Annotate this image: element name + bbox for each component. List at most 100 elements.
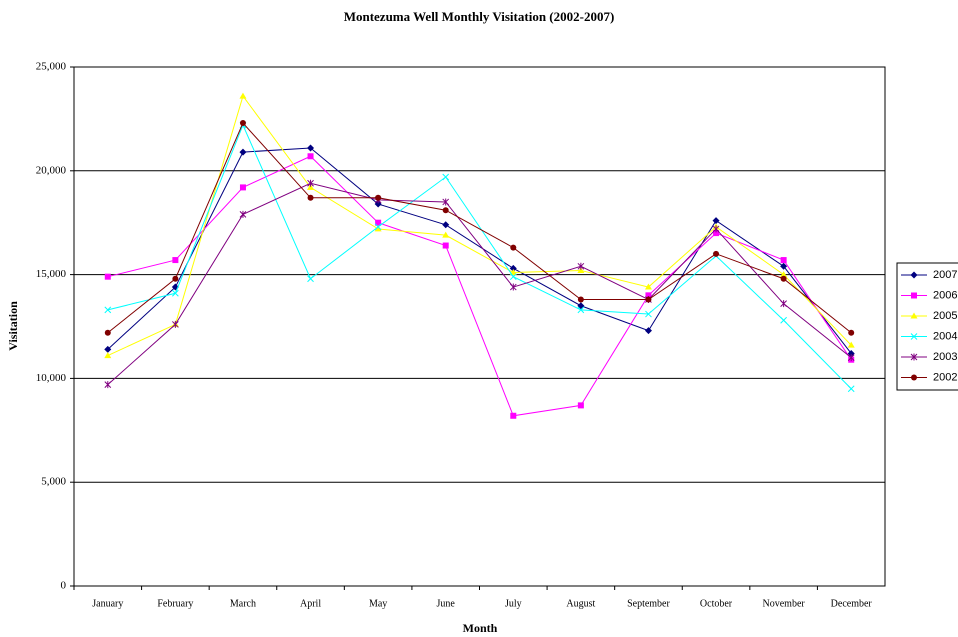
marker: [911, 292, 917, 299]
marker: [442, 231, 450, 238]
marker: [239, 210, 247, 218]
marker: [847, 354, 855, 362]
marker: [104, 381, 112, 389]
marker: [577, 402, 584, 409]
marker: [172, 275, 179, 282]
marker: [645, 310, 652, 318]
marker: [780, 262, 788, 270]
x-tick-label: November: [763, 598, 806, 609]
y-tick-label: 20,000: [36, 164, 67, 176]
y-tick-label: 10,000: [36, 372, 67, 384]
marker: [307, 183, 315, 190]
series-line: [107, 182, 852, 386]
marker: [172, 289, 179, 297]
marker: [374, 225, 382, 232]
marker: [307, 153, 314, 160]
marker: [104, 329, 111, 336]
x-tick-label: March: [230, 598, 256, 609]
marker: [645, 296, 652, 303]
marker: [910, 333, 918, 340]
y-axis-title: Visitation: [6, 301, 20, 351]
marker: [104, 273, 111, 280]
marker: [442, 207, 449, 214]
x-tick-label: June: [437, 598, 456, 609]
marker: [848, 329, 855, 336]
legend-label: 2005: [933, 310, 957, 322]
x-tick-label: April: [300, 598, 321, 609]
marker: [712, 225, 720, 233]
marker: [910, 312, 918, 319]
marker: [307, 194, 314, 201]
legend-label: 2007: [933, 269, 957, 281]
legend-label: 2003: [933, 351, 957, 363]
marker: [307, 179, 314, 187]
marker: [577, 296, 584, 303]
marker: [510, 412, 517, 419]
marker: [713, 250, 720, 257]
marker: [307, 144, 315, 152]
marker: [780, 300, 787, 308]
marker: [307, 275, 314, 283]
marker: [172, 257, 179, 264]
marker: [172, 320, 179, 328]
marker: [644, 327, 652, 335]
series-line: [107, 123, 852, 390]
marker: [239, 92, 247, 99]
marker: [780, 257, 787, 264]
marker: [780, 275, 787, 282]
marker: [910, 271, 918, 279]
marker: [847, 385, 855, 393]
marker: [847, 341, 855, 348]
marker: [780, 316, 787, 324]
y-tick-label: 0: [61, 580, 67, 592]
legend-label: 2006: [933, 289, 957, 301]
marker: [645, 292, 652, 299]
marker: [509, 264, 517, 272]
marker: [644, 283, 652, 290]
marker: [239, 184, 246, 191]
x-tick-label: February: [157, 598, 193, 609]
x-tick-label: July: [505, 598, 522, 609]
chart-title: Montezuma Well Monthly Visitation (2002-…: [344, 9, 615, 24]
marker: [911, 374, 917, 381]
marker: [442, 242, 449, 249]
marker: [910, 353, 918, 361]
marker: [104, 345, 112, 353]
x-tick-label: October: [700, 598, 733, 609]
marker: [577, 266, 585, 273]
y-tick-label: 5,000: [41, 476, 66, 488]
series-line: [107, 94, 852, 357]
plot-border: [73, 66, 886, 587]
marker: [577, 262, 585, 270]
marker: [239, 148, 247, 156]
legend-label: 2002: [933, 371, 957, 383]
series-line: [107, 147, 852, 354]
x-tick-label: December: [831, 598, 873, 609]
x-tick-label: August: [566, 598, 595, 609]
marker: [442, 221, 450, 229]
marker: [780, 271, 788, 278]
marker: [713, 230, 720, 237]
marker: [375, 194, 382, 201]
x-tick-label: September: [627, 598, 670, 609]
y-tick-label: 15,000: [36, 268, 67, 280]
marker: [509, 273, 517, 281]
x-tick-label: January: [92, 598, 123, 609]
series-line: [107, 122, 852, 334]
x-tick-label: May: [369, 598, 387, 609]
marker: [577, 306, 585, 314]
marker: [375, 219, 382, 226]
marker: [374, 223, 382, 231]
marker: [510, 244, 517, 251]
marker: [239, 120, 246, 127]
marker: [442, 173, 450, 181]
marker: [104, 306, 112, 314]
y-tick-label: 25,000: [36, 61, 67, 73]
legend-label: 2004: [933, 330, 957, 342]
series-line: [107, 155, 852, 417]
marker: [712, 217, 720, 225]
legend-box: [896, 262, 958, 391]
x-axis-title: Month: [463, 621, 498, 635]
marker: [442, 198, 450, 206]
